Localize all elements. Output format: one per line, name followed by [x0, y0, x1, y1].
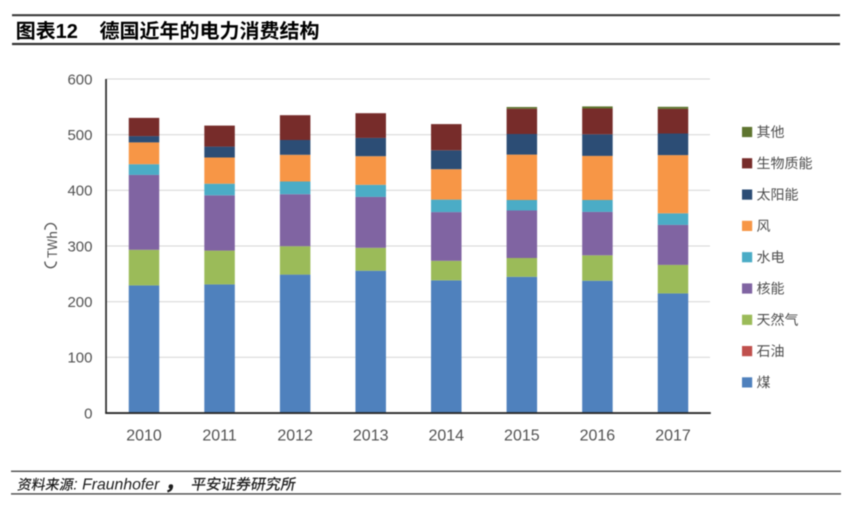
svg-text:0: 0 — [84, 405, 92, 422]
svg-text:2013: 2013 — [353, 428, 389, 445]
svg-text:: Fraunhofer: : Fraunhofer — [73, 477, 160, 494]
svg-text:200: 200 — [67, 294, 92, 311]
svg-text:12: 12 — [56, 21, 78, 43]
svg-text:300: 300 — [67, 238, 92, 255]
svg-text:2014: 2014 — [428, 428, 464, 445]
svg-text:2017: 2017 — [655, 428, 691, 445]
svg-text:2015: 2015 — [504, 428, 540, 445]
svg-text:2016: 2016 — [580, 428, 616, 445]
svg-text:2011: 2011 — [202, 428, 237, 445]
svg-text:600: 600 — [67, 71, 92, 88]
svg-text:400: 400 — [67, 183, 92, 200]
svg-text:2012: 2012 — [277, 428, 313, 445]
svg-text:100: 100 — [67, 350, 92, 367]
svg-text:2010: 2010 — [126, 428, 162, 445]
svg-text:500: 500 — [67, 127, 92, 144]
